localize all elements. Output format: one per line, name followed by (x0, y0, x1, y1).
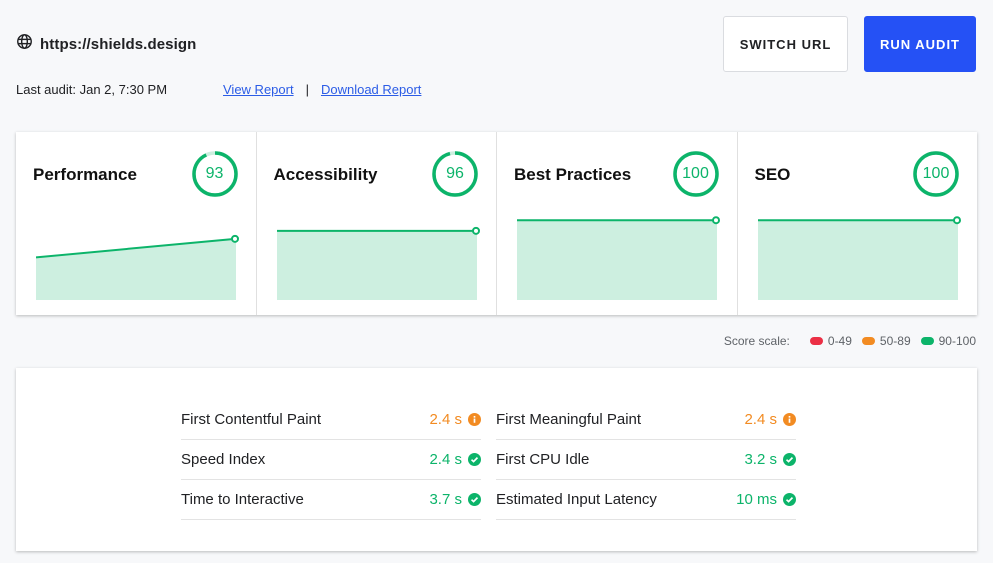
average-dot-icon (861, 337, 875, 345)
score-value: 96 (446, 165, 464, 182)
metric-name: Estimated Input Latency (496, 491, 657, 508)
score-scale-legend: Score scale: 0-49 50-89 90-100 (724, 334, 976, 348)
check-circle-icon (468, 493, 481, 506)
pass-dot-icon (920, 337, 934, 345)
score-trend-chart (517, 216, 720, 300)
info-icon (783, 413, 796, 426)
metric-name: Time to Interactive (181, 491, 304, 508)
last-audit-text: Last audit: Jan 2, 7:30 PM (16, 82, 168, 97)
category-title: Performance (33, 165, 137, 184)
metrics-column-right: First Meaningful Paint 2.4 s First CPU Idl… (496, 400, 796, 520)
category-title: Best Practices (514, 165, 632, 184)
view-report-link[interactable]: View Report (223, 82, 294, 97)
metric-name: First Meaningful Paint (496, 411, 642, 428)
scale-item-fail: 0-49 (809, 334, 852, 348)
metric-value: 2.4 s (744, 411, 777, 428)
scale-item-average: 50-89 (861, 334, 911, 348)
category-card-accessibility[interactable]: Accessibility 96 (257, 132, 497, 315)
metric-row: Speed Index 2.4 s (181, 440, 481, 480)
score-gauge: 100 (672, 150, 720, 198)
metric-name: First Contentful Paint (181, 411, 322, 428)
metric-value: 2.4 s (429, 411, 462, 428)
metric-value: 10 ms (736, 491, 777, 508)
check-circle-icon (783, 453, 796, 466)
metrics-column-left: First Contentful Paint 2.4 s Speed Index 2.… (181, 400, 481, 520)
category-card-seo[interactable]: SEO 100 (738, 132, 978, 315)
metric-name: First CPU Idle (496, 451, 590, 468)
download-report-link[interactable]: Download Report (320, 82, 422, 97)
score-trend-chart (36, 234, 239, 300)
scale-range: 50-89 (879, 334, 911, 348)
scale-range: 0-49 (827, 334, 852, 348)
scale-item-pass: 90-100 (920, 334, 976, 348)
globe-icon (16, 33, 33, 55)
score-gauge: 96 (431, 150, 479, 198)
score-value: 100 (922, 165, 950, 182)
scale-range: 90-100 (938, 334, 976, 348)
score-gauge: 93 (191, 150, 239, 198)
score-gauge: 100 (912, 150, 960, 198)
score-ring-icon (672, 151, 719, 197)
score-value: 100 (682, 165, 709, 182)
metric-value: 3.2 s (744, 451, 777, 468)
category-card-best-practices[interactable]: Best Practices 100 (497, 132, 738, 315)
metric-row: First Meaningful Paint 2.4 s (496, 400, 796, 440)
link-separator: | (305, 82, 309, 97)
category-title: Accessibility (273, 165, 378, 184)
score-ring-icon (432, 151, 478, 197)
category-title: SEO (754, 165, 791, 184)
metric-name: Speed Index (181, 451, 266, 468)
category-card-performance[interactable]: Performance 93 (16, 132, 257, 315)
metric-row: First Contentful Paint 2.4 s (181, 400, 481, 440)
check-circle-icon (783, 493, 796, 506)
info-icon (468, 413, 481, 426)
metric-value: 3.7 s (429, 491, 462, 508)
switch-url-button[interactable]: SWITCH URL (723, 16, 848, 72)
metric-row: Time to Interactive 3.7 s (181, 480, 481, 520)
check-circle-icon (468, 453, 481, 466)
score-ring-icon (191, 151, 238, 197)
category-cards: Performance 93 Accessibility 96 Best Practic… (16, 132, 977, 315)
run-audit-button[interactable]: RUN AUDIT (864, 16, 976, 72)
score-value: 93 (205, 165, 224, 182)
score-trend-chart (276, 226, 480, 300)
site-header: https://shields.design (16, 33, 196, 55)
audit-meta: Last audit: Jan 2, 7:30 PM View Report |… (16, 82, 421, 97)
score-trend-chart (757, 216, 961, 300)
fail-dot-icon (809, 337, 823, 345)
site-url: https://shields.design (40, 35, 197, 53)
metric-row: First CPU Idle 3.2 s (496, 440, 796, 480)
metric-row: Estimated Input Latency 10 ms (496, 480, 796, 520)
metric-value: 2.4 s (429, 451, 462, 468)
score-ring-icon (913, 151, 959, 197)
metrics-panel: First Contentful Paint 2.4 s Speed Index 2.… (16, 368, 977, 551)
score-scale-label: Score scale: (723, 334, 790, 348)
